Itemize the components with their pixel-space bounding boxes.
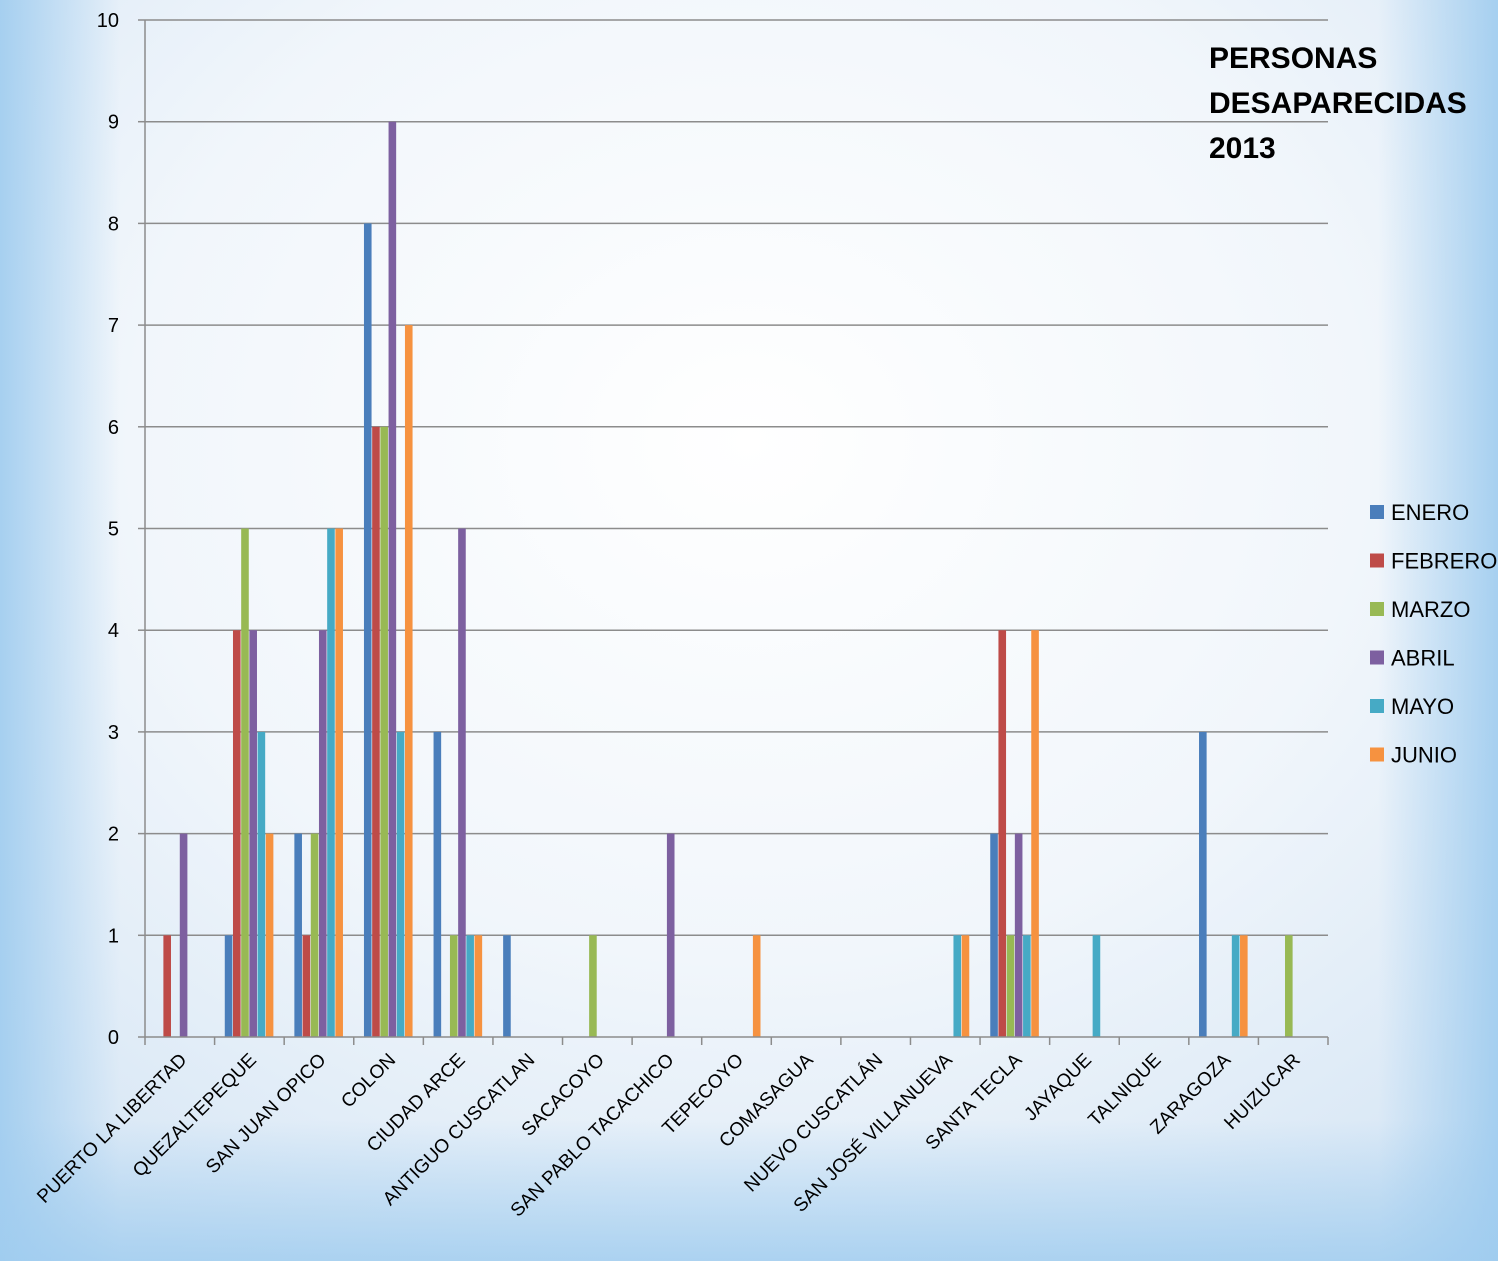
- bar-mayo-ciudad-arce: [466, 935, 474, 1037]
- x-tick-label: JAYAQUE: [1020, 1050, 1096, 1126]
- y-tick-label: 3: [108, 722, 119, 744]
- bar-mayo-quezaltepeque: [257, 731, 266, 1037]
- chart-title: PERSONAS DESAPARECIDAS 2013: [1209, 42, 1467, 165]
- legend: ENERO FEBRERO MARZO ABRIL MAYO JUNIO: [1370, 500, 1497, 768]
- legend-swatch-enero: [1370, 505, 1384, 519]
- title-line-3: 2013: [1209, 132, 1276, 165]
- y-tick-label: 10: [97, 10, 119, 32]
- bar-abril-san-juan-opico: [318, 630, 327, 1037]
- bar-enero-colon: [363, 223, 372, 1037]
- y-tick-label: 6: [108, 417, 119, 439]
- bar-abril-quezaltepeque: [249, 630, 257, 1037]
- bar-mayo-colon: [396, 731, 405, 1037]
- bar-marzo-san-juan-opico: [310, 833, 319, 1037]
- bar-junio-quezaltepeque: [265, 833, 274, 1037]
- bar-abril-colon: [388, 121, 397, 1037]
- bar-febrero-san-juan-opico: [302, 935, 311, 1037]
- bar-abril-san-pablo-tacachico: [666, 833, 675, 1037]
- legend-label-enero: ENERO: [1391, 500, 1469, 525]
- bar-marzo-huizucar: [1285, 935, 1293, 1037]
- axes: [144, 20, 1329, 1045]
- bar-enero-zaragoza: [1199, 731, 1207, 1037]
- bar-junio-ciudad-arce: [474, 935, 483, 1037]
- bar-febrero-puerto-la-libertad: [163, 935, 171, 1037]
- bar-junio-san-jose-villanueva: [961, 935, 970, 1037]
- bar-febrero-colon: [372, 426, 380, 1037]
- x-tick-label: HUIZUCAR: [1220, 1050, 1304, 1134]
- legend-swatch-abril: [1370, 650, 1384, 665]
- y-tick-label: 9: [108, 112, 119, 134]
- legend-swatch-junio: [1370, 747, 1384, 762]
- legend-label-junio: JUNIO: [1391, 743, 1457, 768]
- bar-enero-antiguo-cuscatlan: [503, 935, 511, 1037]
- bar-marzo-santa-tecla: [1006, 935, 1015, 1037]
- x-tick-label: SAN JUAN OPICO: [202, 1050, 330, 1178]
- bar-marzo-quezaltepeque: [241, 528, 249, 1037]
- legend-swatch-marzo: [1370, 602, 1384, 616]
- gridlines: [145, 19, 1328, 937]
- title-line-1: PERSONAS: [1209, 42, 1377, 75]
- bar-abril-santa-tecla: [1014, 833, 1023, 1037]
- bar-marzo-ciudad-arce: [449, 935, 458, 1037]
- bar-junio-zaragoza: [1240, 935, 1248, 1037]
- bar-junio-tepecoyo: [752, 935, 761, 1037]
- y-tick-label: 7: [108, 315, 119, 337]
- bar-mayo-zaragoza: [1231, 935, 1240, 1037]
- bar-mayo-jayaque: [1092, 935, 1101, 1037]
- legend-label-abril: ABRIL: [1391, 646, 1455, 671]
- bar-marzo-colon: [380, 426, 388, 1037]
- x-tick-label: NUEVO CUSCATLÁN: [740, 1050, 887, 1197]
- bar-febrero-quezaltepeque: [232, 630, 241, 1037]
- x-tick-label: COLON: [337, 1050, 400, 1113]
- bar-enero-ciudad-arce: [433, 731, 442, 1037]
- legend-label-marzo: MARZO: [1391, 597, 1470, 622]
- bar-junio-santa-tecla: [1031, 630, 1039, 1037]
- bar-mayo-santa-tecla: [1023, 935, 1031, 1037]
- bar-enero-san-juan-opico: [294, 833, 302, 1037]
- bar-marzo-sacacoyo: [589, 935, 597, 1037]
- legend-label-febrero: FEBRERO: [1391, 549, 1497, 574]
- y-tick-label: 2: [108, 824, 119, 846]
- legend-swatch-febrero: [1370, 553, 1384, 568]
- bars: [163, 121, 1293, 1038]
- y-axis-ticks: 0 1 2 3 4 5 6 7 8 9 10: [97, 10, 145, 1049]
- bar-mayo-san-juan-opico: [327, 528, 335, 1037]
- y-tick-label: 5: [108, 519, 119, 541]
- bar-junio-san-juan-opico: [335, 528, 343, 1037]
- bar-enero-santa-tecla: [990, 833, 998, 1037]
- bar-mayo-san-jose-villanueva: [953, 935, 962, 1037]
- y-tick-label: 1: [108, 925, 119, 947]
- bar-enero-quezaltepeque: [224, 935, 233, 1037]
- legend-swatch-mayo: [1370, 699, 1384, 713]
- bar-abril-puerto-la-libertad: [179, 833, 188, 1037]
- x-tick-label: QUEZALTEPEQUE: [129, 1050, 261, 1182]
- bar-junio-colon: [404, 325, 413, 1038]
- bar-febrero-santa-tecla: [998, 630, 1007, 1037]
- y-tick-label: 8: [108, 213, 119, 235]
- legend-label-mayo: MAYO: [1391, 694, 1454, 719]
- y-tick-label: 0: [108, 1027, 119, 1049]
- title-line-2: DESAPARECIDAS: [1209, 87, 1467, 120]
- y-tick-label: 4: [108, 620, 119, 642]
- bar-abril-ciudad-arce: [458, 528, 466, 1037]
